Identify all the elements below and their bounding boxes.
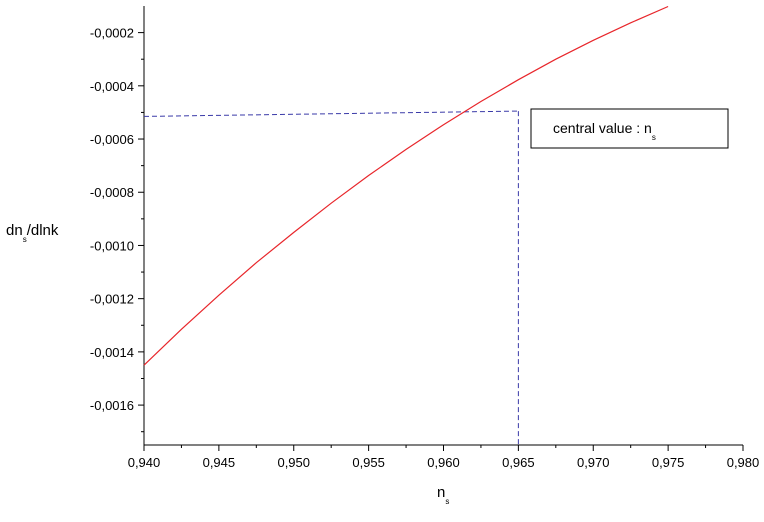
reference-lines (143, 110, 519, 445)
x-tick-label: 0,965 (502, 455, 535, 470)
horizontal-reference-line (143, 110, 519, 117)
series-layer (143, 5, 669, 366)
x-tick-label: 0,940 (128, 455, 161, 470)
y-tick-label: -0,0002 (90, 26, 134, 41)
x-tick-label: 0,945 (203, 455, 236, 470)
x-tick-label: 0,955 (352, 455, 385, 470)
series-line (143, 5, 669, 366)
x-tick-label: 0,975 (652, 455, 685, 470)
x-tick-label: 0,970 (577, 455, 610, 470)
y-tick-label: -0,0008 (90, 185, 134, 200)
y-tick-label: -0,0010 (90, 238, 134, 253)
y-tick-label: -0,0014 (90, 345, 134, 360)
x-axis-title: ns (437, 484, 449, 506)
y-tick-label: -0,0004 (90, 79, 134, 94)
y-tick-label: -0,0012 (90, 292, 134, 307)
x-tick-label: 0,960 (427, 455, 460, 470)
y-axis-title: dns/dlnk (6, 222, 59, 244)
y-axis-ticks: -0,0002 -0,0004 -0,0006 -0,0008 -0,0010 -0,00… (90, 26, 144, 433)
x-tick-label: 0,980 (727, 455, 760, 470)
annotation-text: central value : ns (553, 120, 656, 142)
y-tick-label: -0,0016 (90, 398, 134, 413)
annotation-frame (530, 108, 729, 149)
y-tick-label: -0,0006 (90, 132, 134, 147)
axes (143, 6, 743, 446)
x-axis-ticks: 0,940 0,945 0,950 0,955 0,960 0,965 0,970 0,975… (128, 445, 760, 470)
annotation-box: central value : ns (530, 108, 729, 149)
x-tick-label: 0,950 (277, 455, 310, 470)
